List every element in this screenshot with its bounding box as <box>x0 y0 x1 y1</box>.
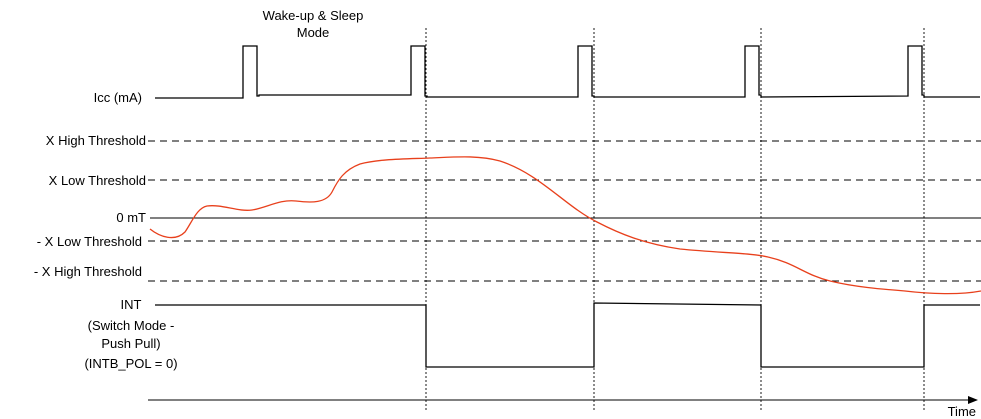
diagram-title-line-2: Mode <box>297 25 330 40</box>
int-label-line-2: (Switch Mode - <box>88 318 175 333</box>
int-waveform <box>155 302 980 368</box>
magnetic-field-curve <box>149 156 981 295</box>
time-axis-label: Time <box>948 404 976 419</box>
int-label-line-3: Push Pull) <box>101 336 160 351</box>
neg-x-low-threshold-label: - X Low Threshold <box>37 234 142 249</box>
icc-label: Icc (mA) <box>94 90 142 105</box>
diagram-title-line-1: Wake-up & Sleep <box>263 8 364 23</box>
zero-mt-label: 0 mT <box>116 210 146 225</box>
neg-x-high-threshold-label: - X High Threshold <box>34 264 142 279</box>
x-low-threshold-label: X Low Threshold <box>49 173 146 188</box>
x-high-threshold-label: X High Threshold <box>46 133 146 148</box>
int-label-line-1: INT <box>121 297 142 312</box>
icc-waveform <box>155 45 980 99</box>
int-label-line-4: (INTB_POL = 0) <box>84 356 177 371</box>
